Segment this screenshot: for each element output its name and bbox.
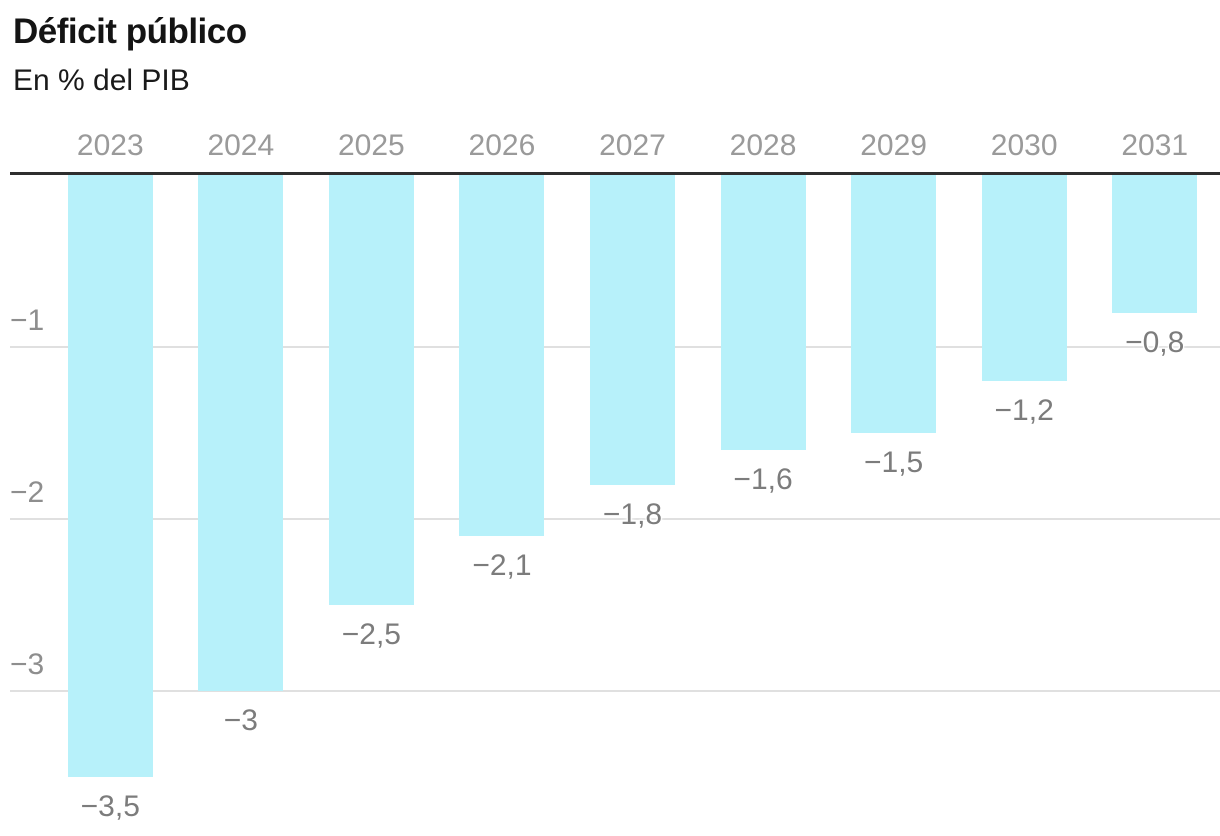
y-axis-tick-label: −2 [10,476,45,509]
chart-subtitle: En % del PIB [13,64,190,97]
bar-2028 [720,175,806,451]
gridline--3 [10,690,1220,692]
bar-2024 [198,175,284,691]
y-axis-tick-label: −1 [10,304,45,337]
x-axis-year-label: 2028 [729,129,797,162]
x-axis-year-label: 2023 [76,129,144,162]
bar-value-label: −0,8 [1125,325,1185,359]
x-axis-year-label: 2030 [990,129,1058,162]
bar-2025 [328,175,414,605]
x-axis-year-label: 2024 [207,129,275,162]
y-axis-tick-label: −3 [10,648,45,681]
bar-2027 [590,175,675,485]
x-axis-year-label: 2031 [1121,129,1189,162]
bar-value-label: −1,8 [602,497,663,531]
bar-2023 [67,175,153,777]
bar-value-label: −2,1 [472,549,532,583]
bar-value-label: −3,5 [80,790,140,823]
bar-2030 [981,175,1067,382]
x-axis-year-label: 2029 [860,129,927,162]
bar-value-label: −1,2 [994,394,1054,428]
zero-axis-line [10,172,1220,175]
chart-title: Déficit público [13,12,247,51]
bar-value-label: −3 [223,704,258,737]
gridline--2 [10,518,1220,520]
bar-2029 [851,175,937,433]
bar-value-label: −1,5 [863,446,924,479]
bar-2031 [1112,175,1198,313]
bar-value-label: −1,6 [733,463,793,497]
x-axis-year-label: 2027 [599,129,666,162]
x-axis-year-label: 2026 [468,129,536,162]
bar-value-label: −2,5 [341,618,401,651]
x-axis-year-label: 2025 [338,129,405,162]
bar-2026 [459,175,545,537]
